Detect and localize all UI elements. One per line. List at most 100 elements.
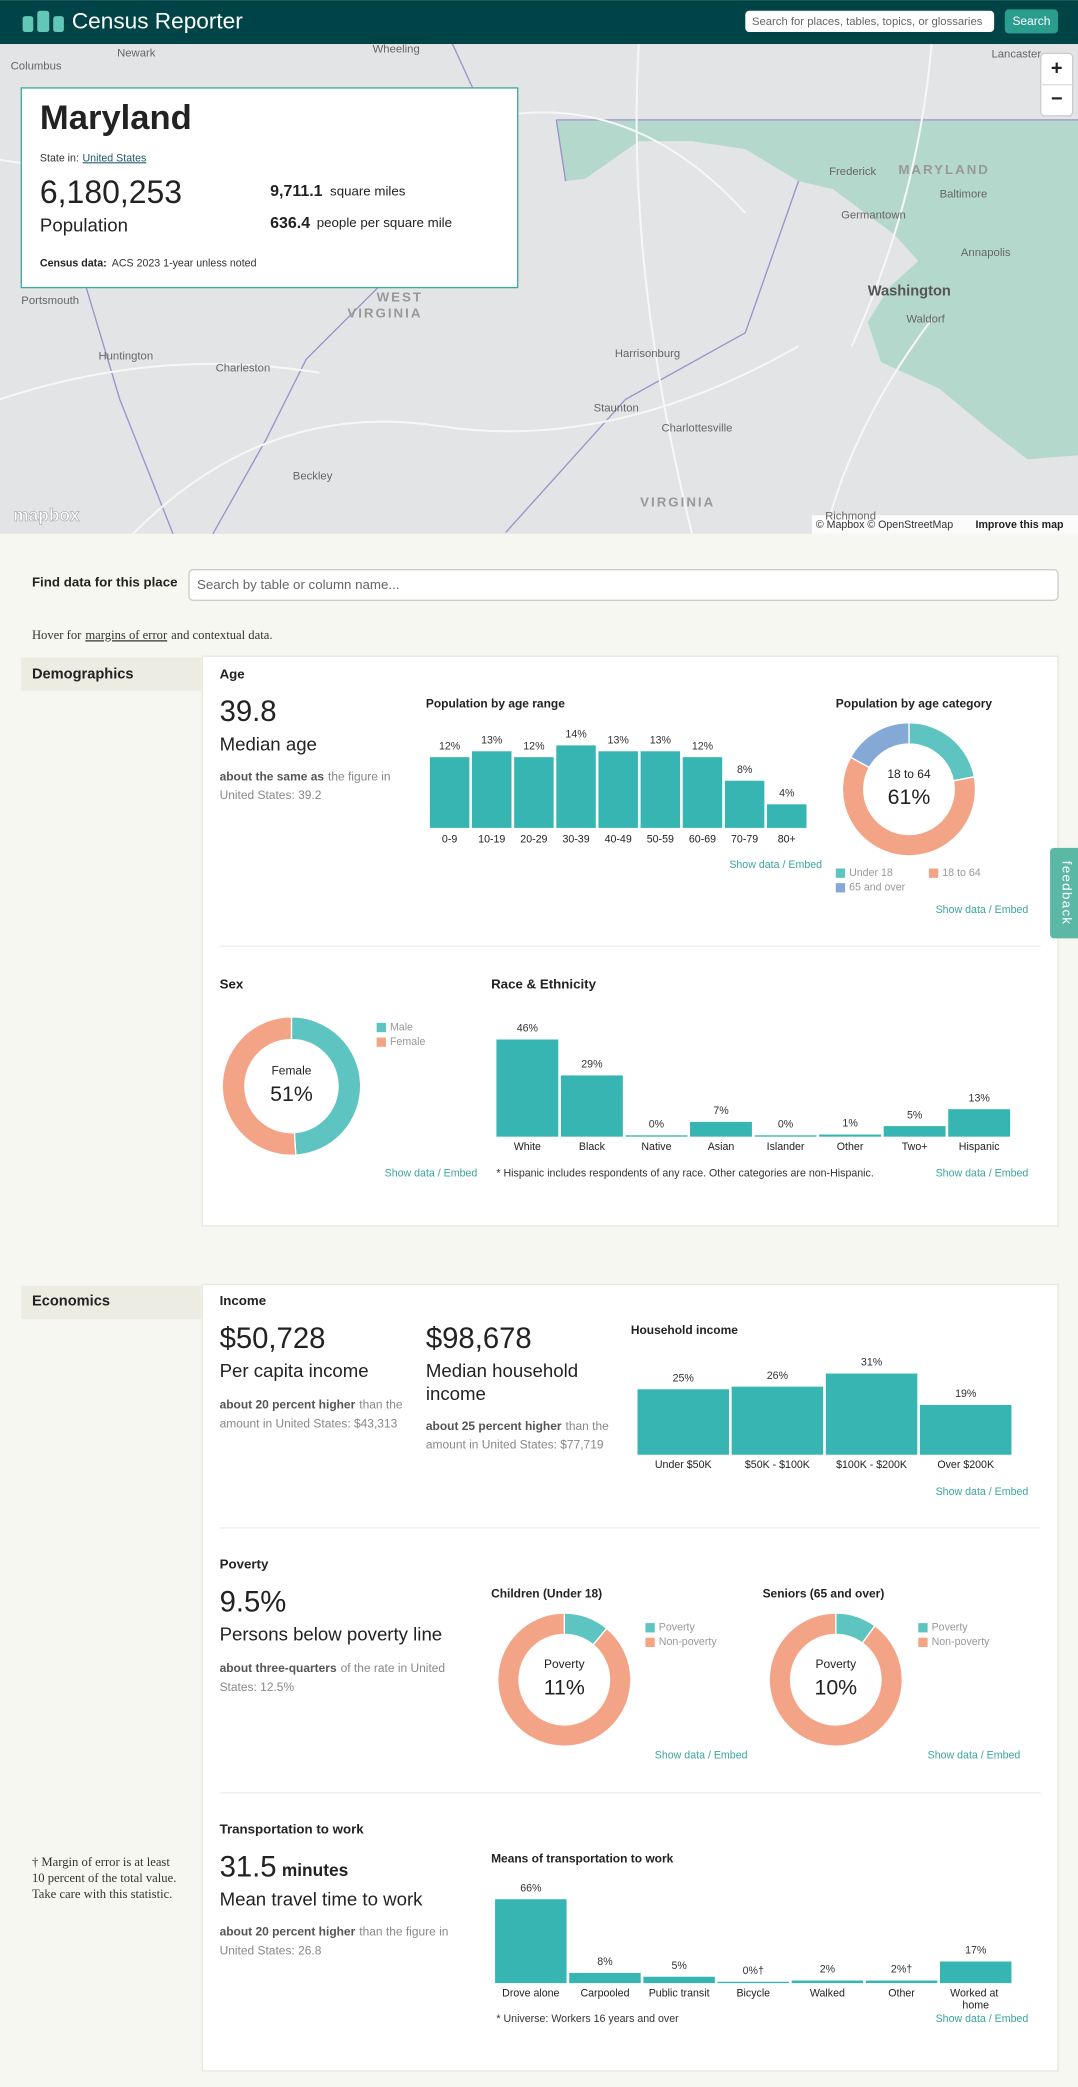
bar (724, 780, 765, 828)
stat-label: Median age (220, 733, 317, 754)
value-label: 0% (778, 1118, 794, 1130)
bar (682, 757, 723, 828)
map-label: VIRGINIA (640, 495, 715, 510)
map-label: Beckley (293, 471, 333, 483)
map-label: Washington (868, 283, 951, 299)
category-label: $50K - $100K (745, 1459, 810, 1471)
legend-label: Female (390, 1036, 426, 1048)
subsection-title: Age (220, 666, 245, 681)
chart-title: Household income (631, 1323, 738, 1337)
zoom-out[interactable]: − (1051, 88, 1063, 110)
donut-center-label: Female (271, 1064, 311, 1078)
donut-center-label: 18 to 64 (887, 767, 931, 781)
search-button[interactable] (1004, 9, 1059, 34)
map-label: Charleston (216, 363, 271, 375)
zoom-in[interactable]: + (1051, 58, 1063, 80)
find-input[interactable] (188, 569, 1059, 601)
chart-title: Seniors (65 and over) (763, 1587, 885, 1601)
show-data[interactable]: Show data / Embed (936, 1168, 1029, 1180)
category-label: Drove alone (502, 1988, 559, 2000)
bar (690, 1121, 752, 1137)
comparison-text: than the figure in (359, 1925, 448, 1939)
map-label: Frederick (829, 166, 876, 178)
show-data[interactable]: Show data / Embed (936, 2013, 1029, 2025)
category-label: Over $200K (937, 1459, 994, 1471)
comparison: about three-quarters of the rate in Unite… (220, 1661, 446, 1675)
brand: Census Reporter (72, 9, 243, 34)
bar (495, 1899, 567, 1984)
map-label: VIRGINIA (347, 306, 422, 321)
show-data[interactable]: Show data / Embed (936, 1486, 1029, 1498)
profile-card (20, 87, 519, 289)
donut-center-label: Poverty (544, 1657, 585, 1671)
map-improve[interactable]: Improve this map (976, 519, 1064, 531)
show-data[interactable]: Show data / Embed (655, 1749, 748, 1761)
comparison: about 25 percent higher than the (426, 1419, 609, 1433)
stat-label: Mean travel time to work (220, 1888, 424, 1909)
bar (640, 751, 681, 828)
legend-swatch (835, 868, 846, 878)
legend-swatch (928, 868, 939, 878)
comparison-emph: about 20 percent higher (220, 1925, 356, 1939)
logo-person (53, 16, 64, 33)
moe-note: Take care with this statistic. (32, 1887, 172, 1901)
value-label: 12% (523, 740, 545, 752)
value-label: 29% (581, 1059, 603, 1071)
category-label: 70-79 (731, 834, 758, 846)
comparison-text: of the rate in United (341, 1661, 445, 1675)
map-label: Harrisonburg (615, 348, 680, 360)
show-data[interactable]: Show data / Embed (928, 1749, 1021, 1761)
category-label: Public transit (649, 1988, 710, 2000)
comparison-emph: about 25 percent higher (426, 1419, 562, 1433)
map-label: Portsmouth (21, 295, 79, 307)
value-label: 2%† (891, 1964, 912, 1976)
stat-value: 31.5 (220, 1851, 277, 1883)
feedback-label[interactable]: feedback (1060, 861, 1075, 926)
map-label: Wheeling (373, 43, 420, 55)
donut-segment (841, 756, 977, 857)
feedback-tab[interactable] (1050, 847, 1078, 939)
stat-label: income (426, 1383, 486, 1404)
bar (598, 751, 638, 828)
show-data[interactable]: Show data / Embed (729, 859, 822, 871)
show-data[interactable]: Show data / Embed (936, 904, 1029, 916)
state-in-link[interactable]: United States (83, 152, 147, 164)
value-label: 5% (671, 1960, 687, 1972)
donut-segment (768, 1612, 903, 1747)
legend-label: Poverty (659, 1622, 696, 1634)
bar (496, 1039, 559, 1137)
legend-swatch (835, 883, 846, 893)
donut-center-value: 51% (270, 1082, 313, 1106)
legend-swatch (645, 1623, 655, 1633)
state-borders (79, 43, 1078, 535)
map-label: MARYLAND (898, 162, 990, 177)
comparison-text: the figure in (328, 769, 391, 783)
logo-person (22, 16, 34, 33)
value-label: 46% (517, 1023, 539, 1035)
legend-label: 18 to 64 (942, 867, 980, 879)
show-data[interactable]: Show data / Embed (385, 1168, 478, 1180)
value-label: 7% (713, 1105, 729, 1117)
category-label: Other (837, 1141, 864, 1153)
value-label: 0% (649, 1118, 665, 1130)
value-label: 25% (673, 1372, 695, 1384)
bar (754, 1135, 817, 1137)
bar (919, 1404, 1012, 1455)
census-value: ACS 2023 1-year unless noted (112, 257, 257, 269)
moe-note: 10 percent of the total value. (32, 1871, 176, 1885)
legend-swatch (645, 1637, 655, 1648)
stat-label: Per capita income (220, 1360, 369, 1381)
donut-center-value: 11% (544, 1676, 585, 1700)
census-label: Census data: (40, 257, 107, 269)
bar (865, 1980, 938, 1984)
chart-title: Means of transportation to work (491, 1851, 674, 1865)
map-label: Lancaster (991, 49, 1041, 61)
header-search[interactable] (745, 10, 995, 33)
value-label: 13% (650, 734, 672, 746)
footnote: * Hispanic includes respondents of any r… (496, 1168, 873, 1180)
logo-icon (22, 10, 64, 33)
comparison-emph: about the same as (220, 769, 325, 783)
comparison: about the same as the figure in (220, 769, 391, 783)
map-label: Annapolis (961, 247, 1011, 259)
